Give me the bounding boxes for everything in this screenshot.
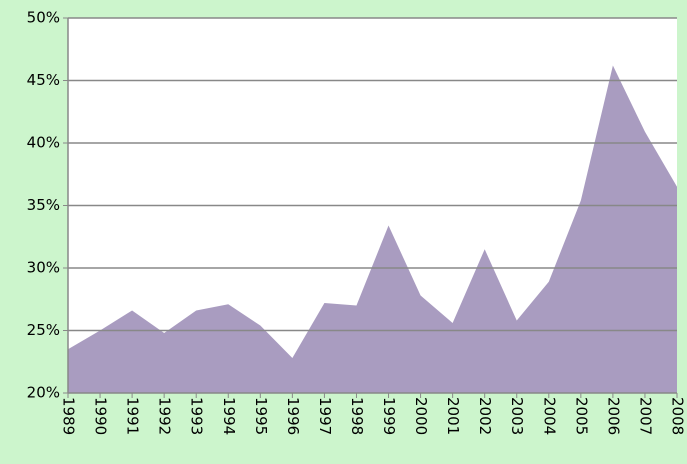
y-tick-label: 50% bbox=[27, 9, 60, 27]
y-tick-label: 40% bbox=[27, 134, 60, 152]
x-tick-label: 2005 bbox=[572, 397, 590, 435]
x-tick-label: 1998 bbox=[348, 397, 366, 435]
y-tick-label: 30% bbox=[27, 259, 60, 277]
x-tick-label: 2001 bbox=[444, 397, 462, 435]
x-tick-label: 1996 bbox=[284, 397, 302, 435]
x-tick-label: 1990 bbox=[92, 397, 110, 435]
y-tick-label: 25% bbox=[27, 321, 60, 339]
x-tick-label: 1991 bbox=[124, 397, 142, 435]
x-tick-label: 1997 bbox=[316, 397, 334, 435]
y-tick-label: 20% bbox=[27, 384, 60, 402]
area bbox=[68, 65, 677, 393]
y-tick-label: 35% bbox=[27, 196, 60, 214]
x-tick-label: 1999 bbox=[380, 397, 398, 435]
x-tick-label: 1994 bbox=[220, 397, 238, 435]
x-tick-label: 2006 bbox=[604, 397, 622, 435]
x-tick-label: 2007 bbox=[636, 397, 654, 435]
x-tick-label: 2004 bbox=[540, 397, 558, 435]
x-tick-label: 1993 bbox=[188, 397, 206, 435]
y-tick-label: 45% bbox=[27, 71, 60, 89]
x-tick-label: 2000 bbox=[412, 397, 430, 435]
x-tick-label: 1995 bbox=[252, 397, 270, 435]
x-tick-label: 2008 bbox=[669, 397, 687, 435]
x-tick-label: 1989 bbox=[60, 397, 78, 435]
x-tick-label: 1992 bbox=[156, 397, 174, 435]
x-tick-label: 2002 bbox=[476, 397, 494, 435]
x-tick-label: 2003 bbox=[508, 397, 526, 435]
